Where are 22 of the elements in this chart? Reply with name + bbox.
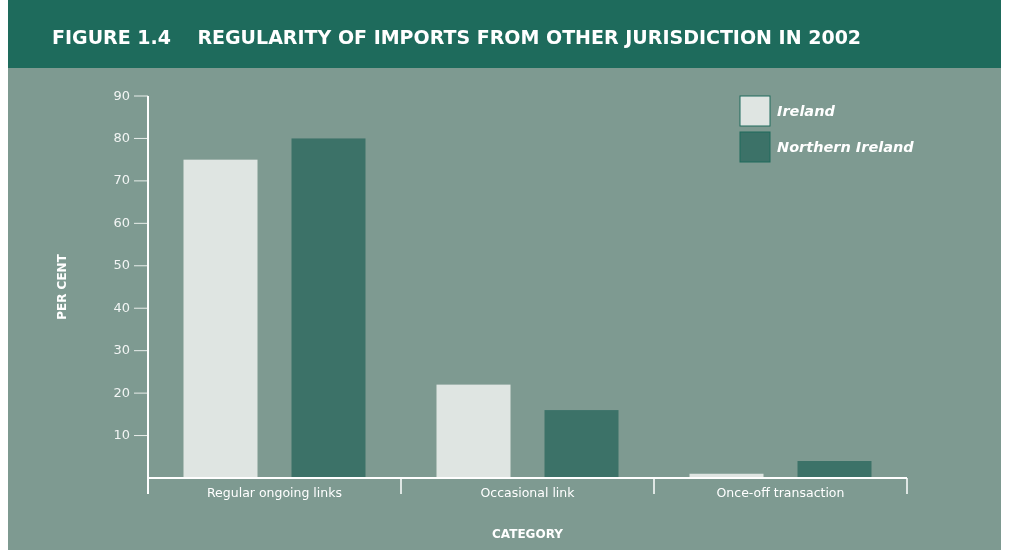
chart-title: FIGURE 1.4 REGULARITY OF IMPORTS FROM OTHER JURISDICTION IN 2002 [52,26,862,48]
x-tick-label: Regular ongoing links [207,485,342,500]
y-tick-label: 90 [113,87,130,103]
y-tick-label: 50 [113,257,130,273]
bar [797,461,872,478]
x-axis-title: CATEGORY [492,527,564,541]
bar [436,384,511,478]
x-tick-label: Once-off transaction [716,485,845,500]
y-tick-label: 10 [113,427,130,443]
bar [544,410,619,478]
x-tick-label: Occasional link [480,485,576,500]
bar [183,159,258,478]
y-tick-label: 80 [113,129,130,145]
y-tick-label: 60 [113,214,130,230]
y-tick-label: 70 [113,172,130,188]
y-tick-label: 40 [113,299,130,315]
legend-label: Ireland [777,103,836,119]
y-tick-label: 30 [113,342,130,358]
bar [291,138,366,478]
y-axis-title: PER CENT [55,253,69,320]
legend-label: Northern Ireland [777,139,915,155]
y-tick-label: 20 [113,384,130,400]
